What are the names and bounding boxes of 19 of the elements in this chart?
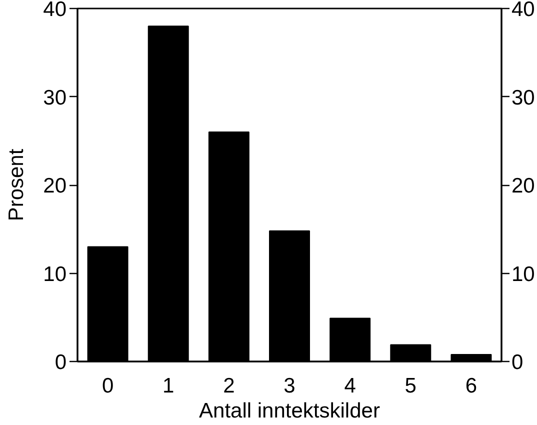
x-tick-label: 2 — [223, 374, 235, 398]
y2-tick-label: 20 — [512, 174, 535, 198]
y2-tick-label: 0 — [512, 351, 524, 374]
x-tick-label: 1 — [162, 374, 174, 398]
x-tick-label: 6 — [465, 374, 478, 398]
x-tick-label: 4 — [344, 374, 356, 398]
y-tick-label: 0 — [54, 351, 67, 374]
y-tick-label: 10 — [43, 262, 66, 286]
y2-tick-label: 10 — [512, 262, 535, 286]
x-tick-label: 5 — [404, 374, 416, 398]
y-axis-title: Prosent — [5, 148, 28, 222]
y-tick-label: 40 — [43, 0, 66, 21]
y-tick-label: 20 — [43, 174, 66, 198]
y2-tick-label: 40 — [512, 0, 535, 21]
x-tick-label: 3 — [284, 374, 296, 398]
x-tick-label: 0 — [102, 374, 114, 398]
y-tick-label: 30 — [43, 86, 66, 110]
y2-tick-label: 30 — [512, 86, 535, 110]
x-axis-title: Antall inntektskilder — [199, 400, 380, 422]
